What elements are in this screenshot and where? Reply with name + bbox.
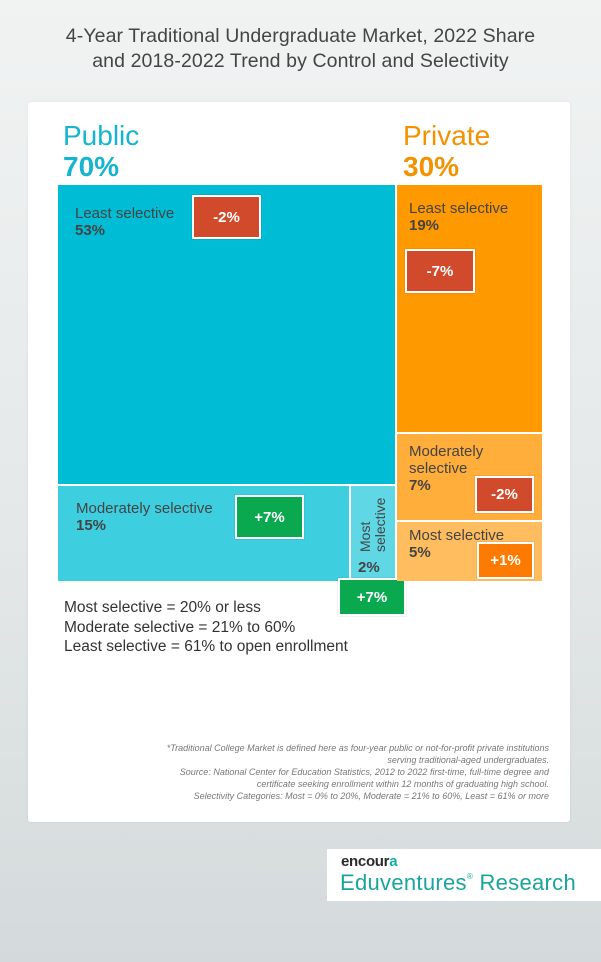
legend-line-least: Least selective = 61% to open enrollment [64, 638, 348, 655]
private-least-selective-trend-badge: -7% [405, 249, 475, 293]
encoura-wordmark: encoura [341, 853, 398, 870]
research-wordmark: Research [479, 870, 577, 895]
public-least-selective-share: 53% [75, 222, 106, 239]
private-most-selective-trend-badge: +1% [477, 542, 534, 579]
footnote-line-5: Selectivity Categories: Most = 0% to 20%… [193, 791, 549, 801]
encoura-wordmark-accent: a [389, 853, 398, 870]
footnote-line-4: certificate seeking enrollment within 12… [256, 779, 549, 789]
legend-line-moderate: Moderate selective = 21% to 60% [64, 618, 296, 636]
private-least-selective-share: 19% [409, 217, 440, 234]
encoura-wordmark-main: encour [341, 853, 390, 870]
public-group-share: 70% [63, 151, 120, 182]
selectivity-legend: Most selective = 20% or less Moderate se… [64, 598, 348, 657]
private-group-label: Private 30% [403, 122, 490, 181]
public-most-selective-trend-badge: +7% [338, 578, 406, 616]
public-most-selective-share: 2% [358, 559, 380, 576]
private-moderately-selective-share: 7% [409, 477, 431, 494]
public-moderately-selective-tile: Moderately selective 15% [58, 486, 349, 581]
private-moderately-selective-label-1: Moderately [409, 443, 484, 460]
public-moderately-selective-share: 15% [76, 517, 107, 534]
private-group-name: Private [403, 120, 491, 151]
public-most-selective-label-2: selective [372, 497, 388, 552]
eduventures-research-wordmark: Eduventures® Research [340, 870, 576, 896]
chart-title-line-2: and 2018-2022 Trend by Control and Selec… [92, 50, 509, 72]
footnote-line-3: Source: National Center for Education St… [179, 767, 549, 777]
private-most-selective-share: 5% [409, 544, 431, 561]
public-least-selective-trend-badge: -2% [192, 195, 261, 239]
public-group-name: Public [63, 120, 140, 151]
private-moderately-selective-label-2: selective [409, 460, 468, 477]
private-most-selective-label: Most selective [409, 527, 505, 544]
private-least-selective-label: Least selective [409, 200, 509, 217]
public-moderately-selective-label: Moderately selective [76, 500, 213, 517]
eduventures-wordmark: Eduventures [340, 870, 467, 895]
public-least-selective-label: Least selective [75, 205, 175, 222]
legend-line-most: Most selective = 20% or less [64, 599, 261, 616]
public-group-label: Public 70% [63, 122, 139, 181]
footnote-line-2: serving traditional-aged undergraduates. [387, 755, 549, 765]
private-group-share: 30% [403, 151, 460, 182]
encoura-eduventures-logo: encoura Eduventures® Research [327, 849, 601, 901]
private-least-selective-tile: Least selective 19% [397, 185, 542, 432]
private-moderately-selective-trend-badge: -2% [475, 476, 534, 513]
footnote-line-1: *Traditional College Market is defined h… [166, 743, 549, 753]
public-most-selective-label-1: Most [357, 521, 373, 552]
trademark-symbol: ® [466, 872, 474, 881]
public-moderately-selective-trend-badge: +7% [235, 495, 304, 539]
chart-title: 4-Year Traditional Undergraduate Market,… [0, 24, 601, 74]
footnote: *Traditional College Market is defined h… [79, 742, 549, 802]
public-most-selective-tile: Most selective 2% [351, 486, 395, 581]
chart-title-line-1: 4-Year Traditional Undergraduate Market,… [65, 25, 536, 47]
